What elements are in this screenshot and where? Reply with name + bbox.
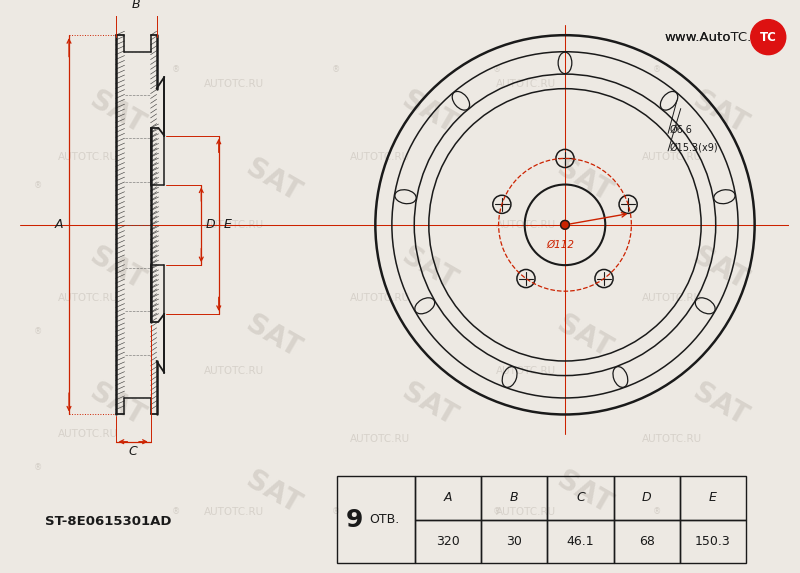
Text: Ø6.6: Ø6.6 xyxy=(670,124,693,135)
Text: SAT: SAT xyxy=(86,87,150,140)
Bar xyxy=(482,520,547,563)
Bar xyxy=(680,520,746,563)
Text: TC: TC xyxy=(760,30,777,44)
Text: ®: ® xyxy=(654,65,662,74)
Text: AUTOTC.RU: AUTOTC.RU xyxy=(58,293,118,303)
Bar xyxy=(415,520,482,563)
Bar xyxy=(547,476,614,520)
Text: SAT: SAT xyxy=(688,378,753,431)
Text: AUTOTC.RU: AUTOTC.RU xyxy=(642,152,702,162)
Text: AUTOTC.RU: AUTOTC.RU xyxy=(204,366,264,376)
Text: SAT: SAT xyxy=(397,242,461,295)
Text: AUTOTC.RU: AUTOTC.RU xyxy=(204,79,264,89)
Text: ®: ® xyxy=(34,182,42,190)
Text: AUTOTC.RU: AUTOTC.RU xyxy=(496,79,556,89)
Bar xyxy=(482,476,547,520)
Text: ®: ® xyxy=(493,507,501,516)
Text: ®: ® xyxy=(34,327,42,336)
Bar xyxy=(614,520,680,563)
Text: D: D xyxy=(206,218,216,231)
Text: E: E xyxy=(709,491,717,504)
Text: A: A xyxy=(444,491,453,504)
Text: C: C xyxy=(129,445,138,458)
Text: ®: ® xyxy=(172,65,180,74)
Bar xyxy=(547,520,614,563)
Text: AUTOTC.RU: AUTOTC.RU xyxy=(204,507,264,517)
Text: 30: 30 xyxy=(506,535,522,548)
Text: SAT: SAT xyxy=(552,154,617,208)
Text: 68: 68 xyxy=(638,535,654,548)
Circle shape xyxy=(562,221,568,228)
Text: ®: ® xyxy=(172,507,180,516)
Text: E: E xyxy=(224,218,231,231)
Text: SAT: SAT xyxy=(688,242,753,295)
Text: SAT: SAT xyxy=(86,242,150,295)
Text: SAT: SAT xyxy=(241,310,306,363)
Text: SAT: SAT xyxy=(552,466,617,519)
Text: 150.3: 150.3 xyxy=(695,535,730,548)
Text: www.AutoTC.ru: www.AutoTC.ru xyxy=(664,30,766,44)
Text: SAT: SAT xyxy=(397,87,461,140)
Text: ОТВ.: ОТВ. xyxy=(369,513,399,526)
Text: AUTOTC.RU: AUTOTC.RU xyxy=(58,429,118,439)
Text: Ø112: Ø112 xyxy=(546,240,574,249)
Text: AUTOTC.RU: AUTOTC.RU xyxy=(496,220,556,230)
Text: AUTOTC.RU: AUTOTC.RU xyxy=(204,220,264,230)
Text: A: A xyxy=(55,218,63,231)
Text: 9: 9 xyxy=(346,508,364,532)
Text: www.Auto: www.Auto xyxy=(664,30,730,44)
Text: ST-8E0615301AD: ST-8E0615301AD xyxy=(45,515,171,528)
Text: AUTOTC.RU: AUTOTC.RU xyxy=(642,434,702,444)
Text: 46.1: 46.1 xyxy=(566,535,594,548)
Bar xyxy=(415,476,482,520)
Text: AUTOTC.RU: AUTOTC.RU xyxy=(350,152,410,162)
Text: SAT: SAT xyxy=(552,310,617,363)
Text: AUTOTC.RU: AUTOTC.RU xyxy=(350,434,410,444)
Text: SAT: SAT xyxy=(241,154,306,208)
Text: AUTOTC.RU: AUTOTC.RU xyxy=(350,293,410,303)
Text: AUTOTC.RU: AUTOTC.RU xyxy=(58,152,118,162)
Text: AUTOTC.RU: AUTOTC.RU xyxy=(496,366,556,376)
Text: AUTOTC.RU: AUTOTC.RU xyxy=(496,507,556,517)
Bar xyxy=(680,476,746,520)
Text: SAT: SAT xyxy=(86,378,150,431)
Text: ®: ® xyxy=(654,507,662,516)
Text: Ø15.3(x9): Ø15.3(x9) xyxy=(670,142,718,152)
Text: ®: ® xyxy=(34,464,42,473)
Text: B: B xyxy=(132,0,141,10)
Text: AUTOTC.RU: AUTOTC.RU xyxy=(642,293,702,303)
Text: SAT: SAT xyxy=(241,466,306,519)
Text: D: D xyxy=(642,491,651,504)
Text: ®: ® xyxy=(332,65,341,74)
Text: 320: 320 xyxy=(437,535,460,548)
Text: ®: ® xyxy=(332,507,341,516)
Text: SAT: SAT xyxy=(688,87,753,140)
Bar xyxy=(338,476,415,563)
Bar xyxy=(614,476,680,520)
Text: ®: ® xyxy=(493,65,501,74)
Text: SAT: SAT xyxy=(397,378,461,431)
Text: C: C xyxy=(576,491,585,504)
Circle shape xyxy=(750,19,786,54)
Circle shape xyxy=(561,221,570,229)
Text: B: B xyxy=(510,491,518,504)
